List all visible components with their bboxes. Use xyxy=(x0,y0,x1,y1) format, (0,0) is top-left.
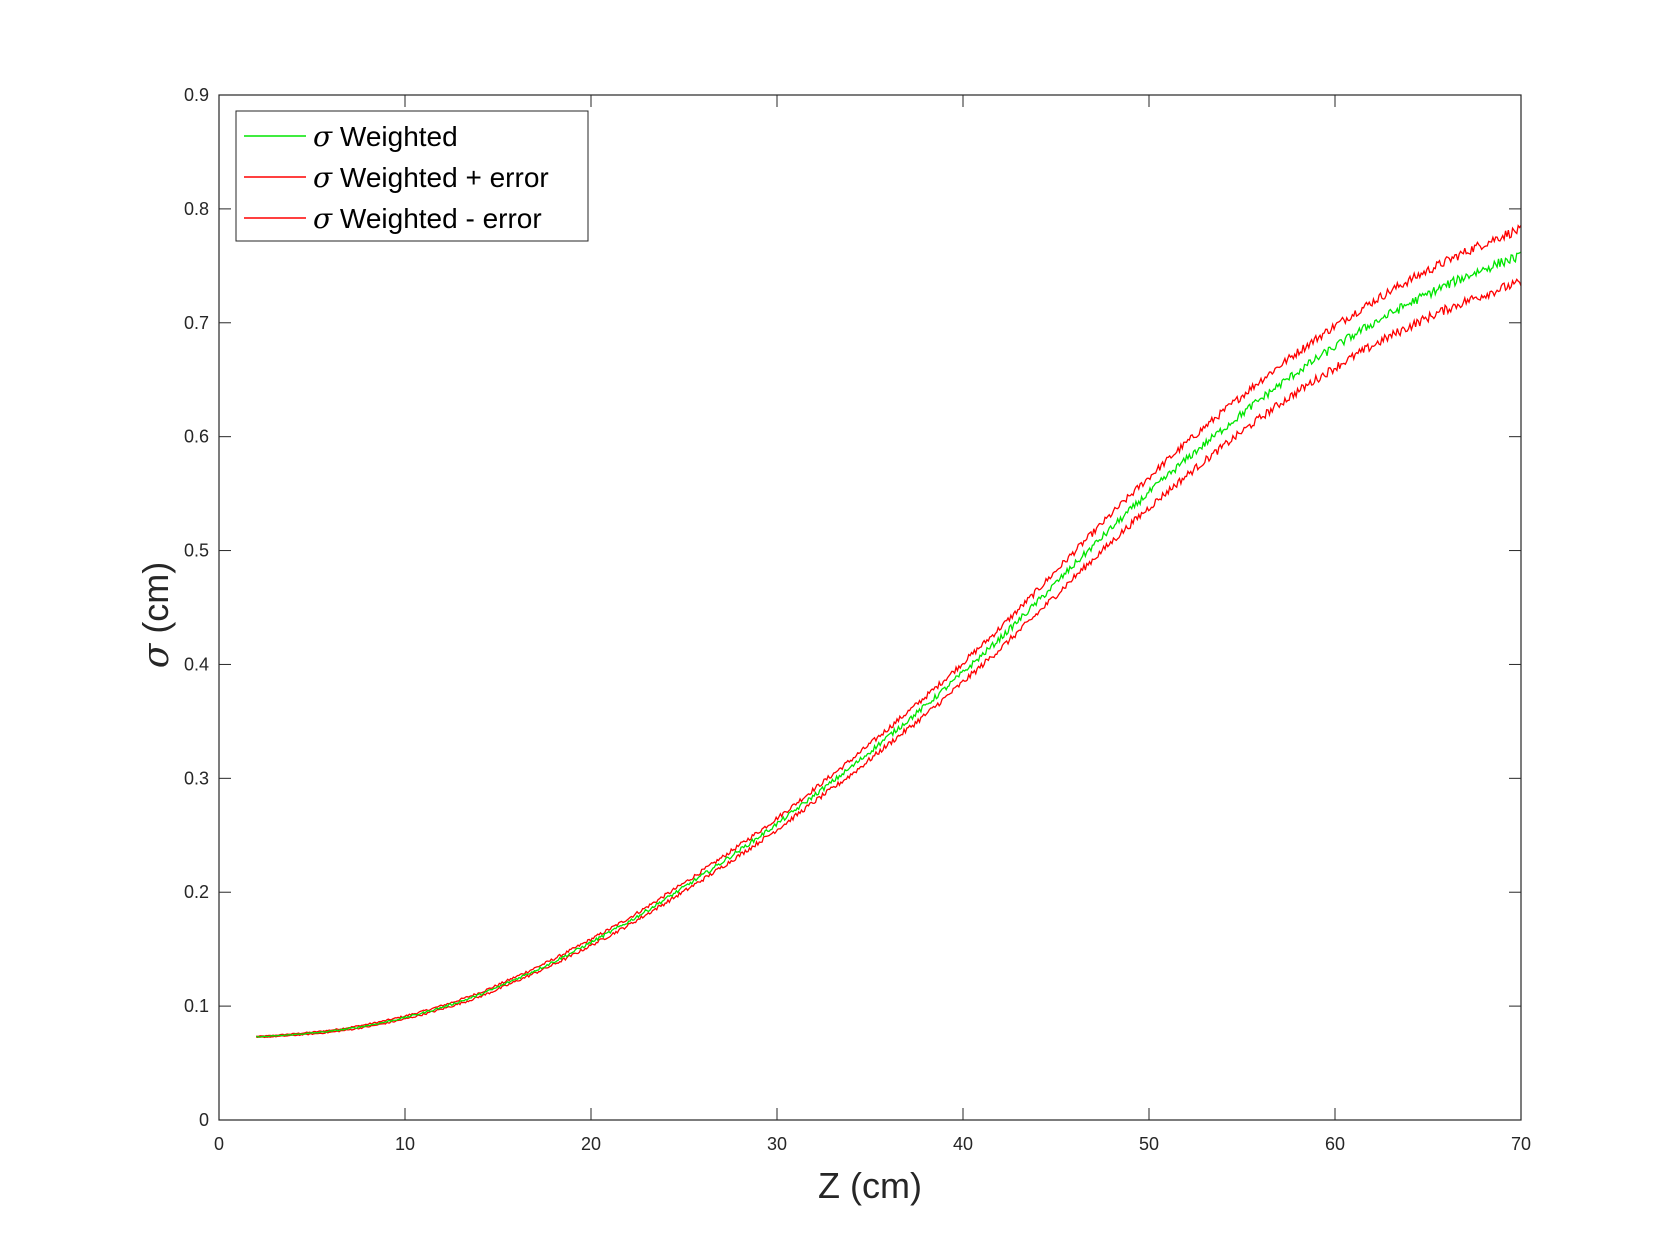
legend-box xyxy=(235,110,589,242)
y-tick-label: 0.8 xyxy=(184,199,209,219)
legend: σ Weighted σ Weighted + error σ Weighted… xyxy=(235,110,589,242)
series-line-weighted-minus-error xyxy=(256,278,1522,1039)
plot-background xyxy=(219,95,1521,1120)
legend-label-weighted: σ Weighted xyxy=(313,120,458,153)
legend-item-weighted-plus-error: σ Weighted + error xyxy=(244,161,549,194)
y-tick-label: 0.3 xyxy=(184,768,209,788)
x-tick-label: 20 xyxy=(581,1134,601,1154)
series-line-weighted-plus-error xyxy=(256,224,1522,1038)
legend-item-weighted: σ Weighted xyxy=(244,120,458,153)
y-axis-label: σ (cm) xyxy=(135,562,177,669)
y-tick-label: 0.2 xyxy=(184,882,209,902)
plot-frame xyxy=(218,94,1522,1121)
x-tick-label: 0 xyxy=(214,1134,224,1154)
x-axis-label: Z (cm) xyxy=(818,1165,922,1206)
legend-item-weighted-minus-error: σ Weighted - error xyxy=(244,202,542,235)
legend-label-weighted-minus-error: σ Weighted - error xyxy=(313,202,542,235)
legend-label-weighted-plus-error: σ Weighted + error xyxy=(313,161,549,194)
x-tick-label: 10 xyxy=(395,1134,415,1154)
x-tick-label: 50 xyxy=(1139,1134,1159,1154)
y-tick-label: 0.5 xyxy=(184,541,209,561)
y-tick-label: 0.4 xyxy=(184,654,209,674)
ticks-layer: 0 10 20 30 40 50 60 70 0 0.1 0.2 0.3 0.4 0.5 0.6 0.7 0.8… xyxy=(184,85,1531,1154)
x-tick-label: 60 xyxy=(1325,1134,1345,1154)
y-tick-label: 0 xyxy=(199,1110,209,1130)
x-tick-label: 30 xyxy=(767,1134,787,1154)
y-tick-label: 0.6 xyxy=(184,427,209,447)
x-tick-label: 70 xyxy=(1511,1134,1531,1154)
y-tick-label: 0.1 xyxy=(184,996,209,1016)
y-tick-label: 0.9 xyxy=(184,85,209,105)
series-line-weighted xyxy=(256,251,1522,1038)
x-tick-label: 40 xyxy=(953,1134,973,1154)
series-layer xyxy=(256,224,1522,1039)
y-tick-label: 0.7 xyxy=(184,313,209,333)
